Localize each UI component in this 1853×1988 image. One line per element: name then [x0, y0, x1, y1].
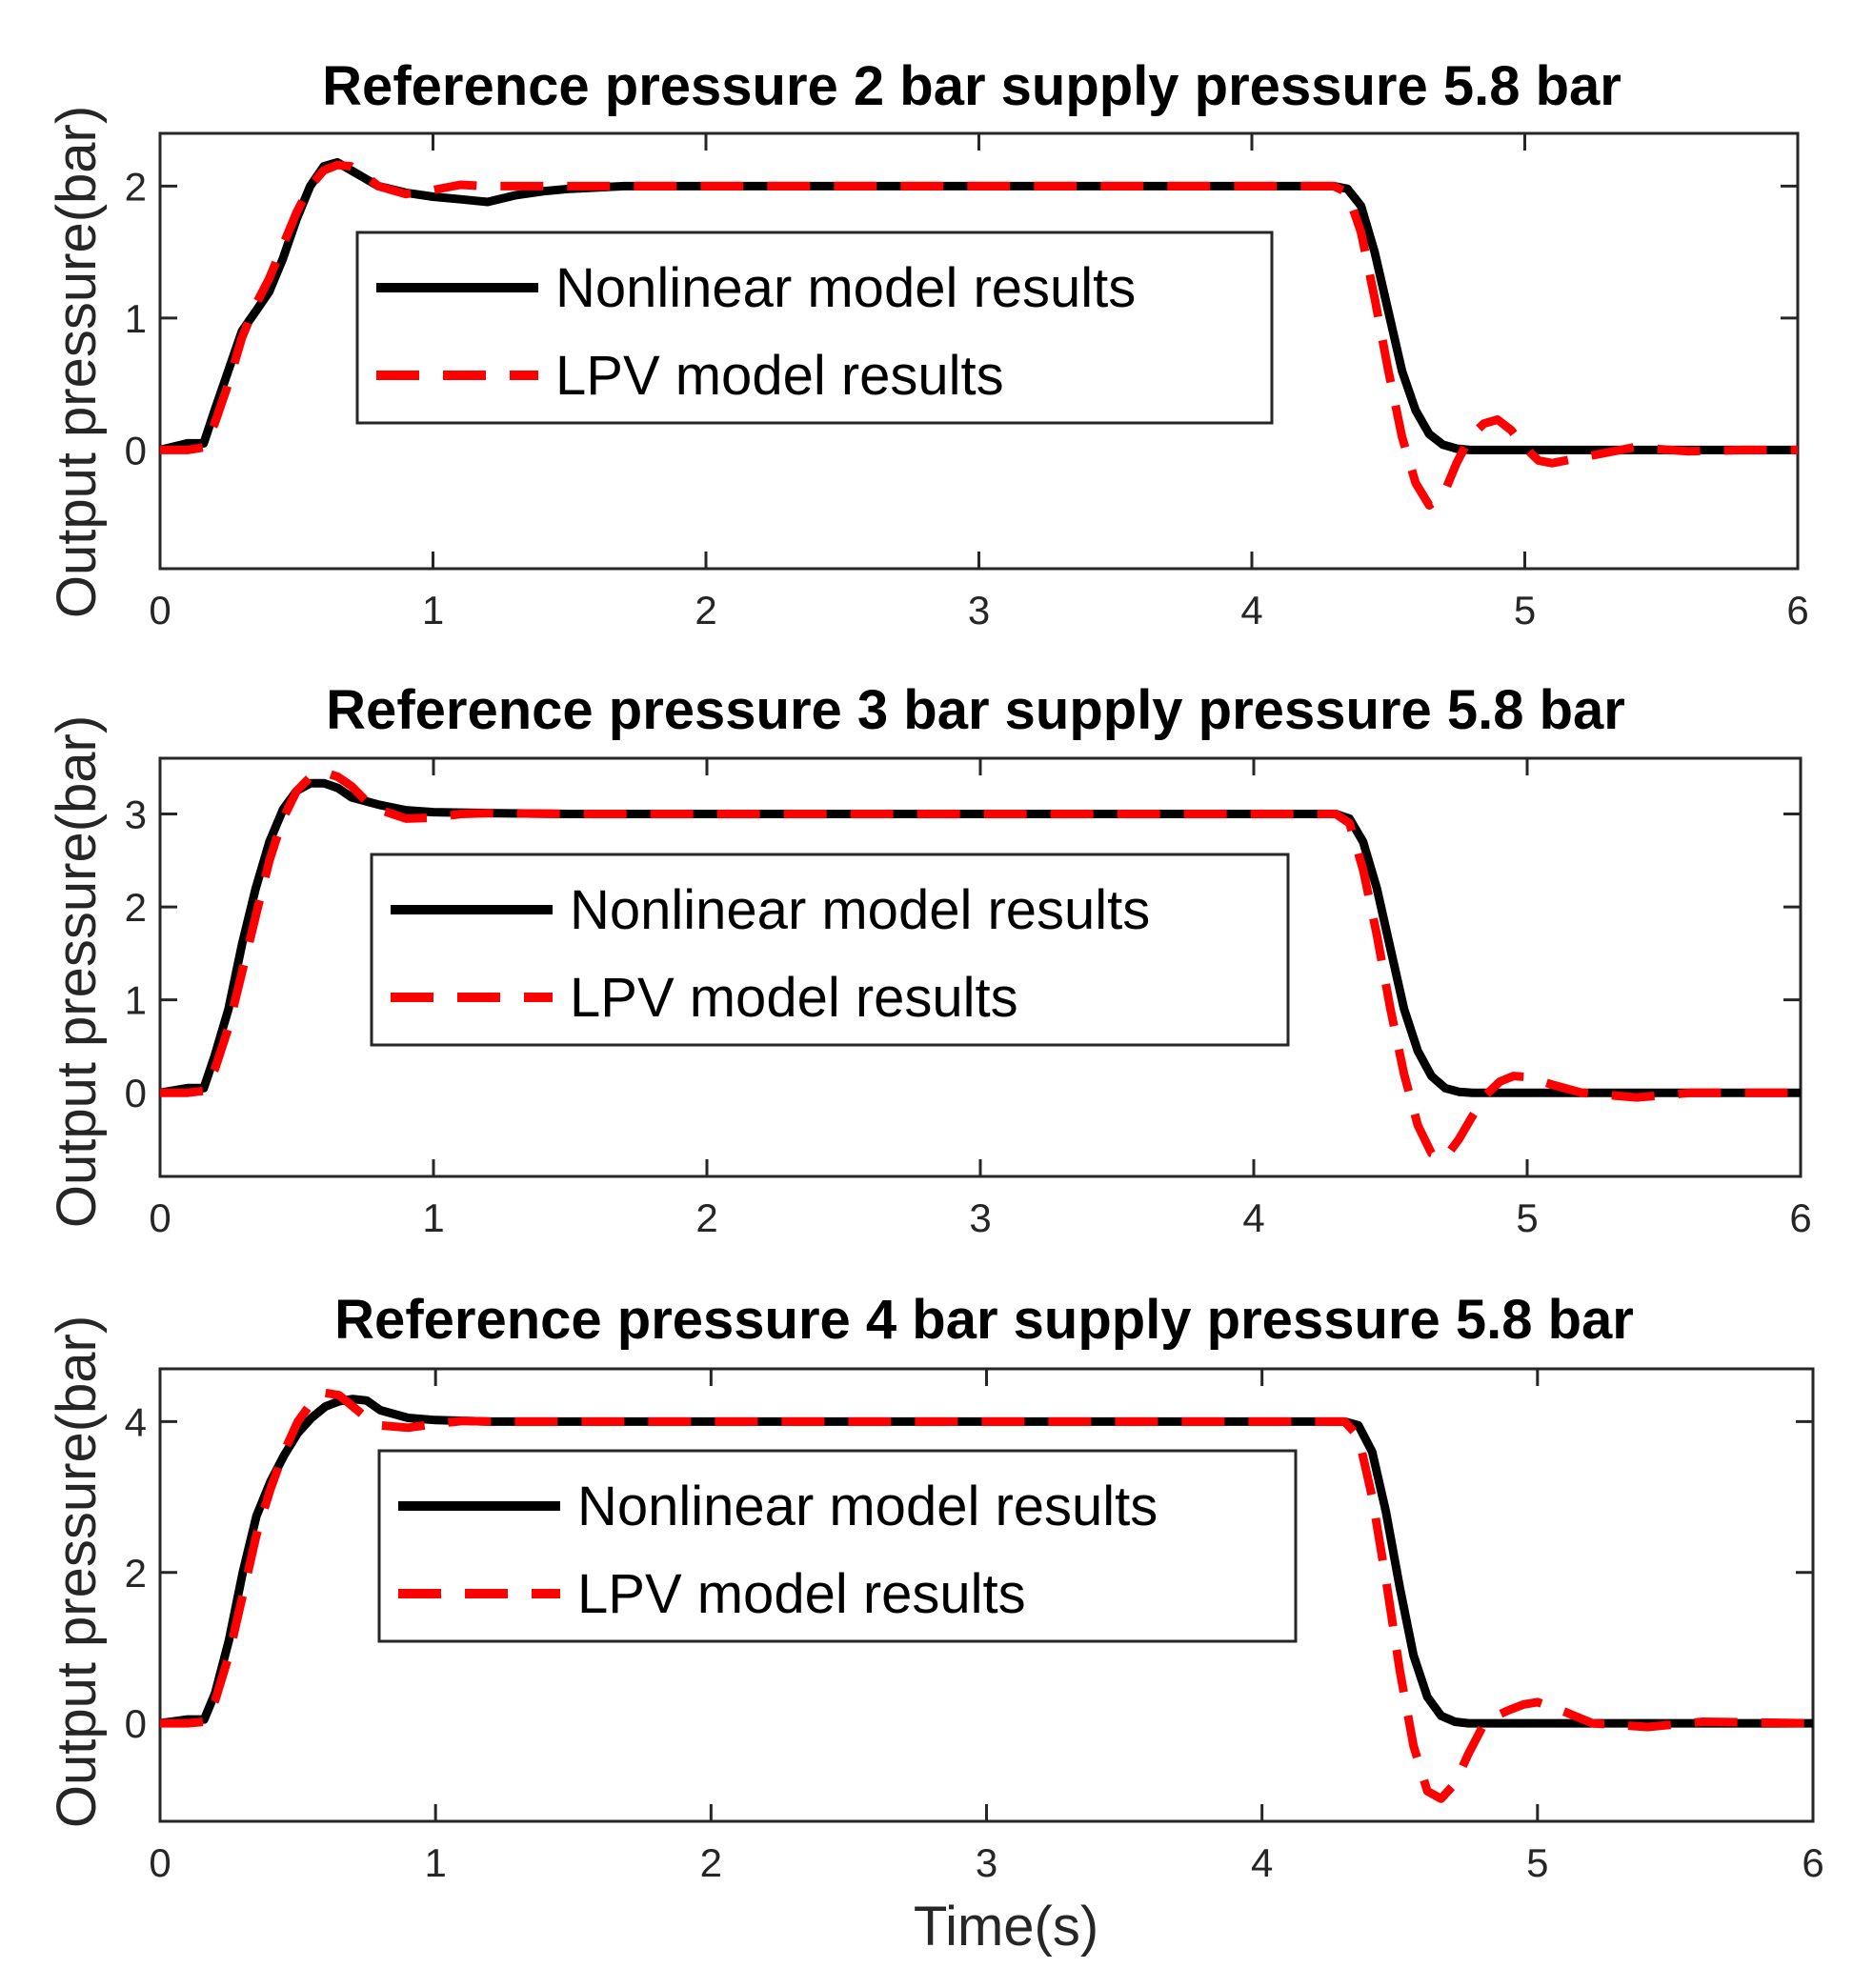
panel-2-xtick-label: 3 — [969, 1195, 991, 1240]
panel-3-legend-label-lpv: LPV model results — [577, 1563, 1026, 1625]
panel-2-legend: Nonlinear model results LPV model results — [370, 853, 1290, 1047]
panel-2-ytick-label: 2 — [125, 885, 147, 930]
panel-2-xtick-label: 2 — [695, 1195, 717, 1240]
panel-1: Reference pressure 2 bar supply pressure… — [46, 55, 1809, 633]
panel-1-xtick-label: 1 — [422, 588, 444, 633]
panel-3-xtick-label: 3 — [976, 1840, 997, 1885]
panel-1-ylabel: Output pressure(bar) — [46, 106, 108, 618]
panel-2-ylabel: Output pressure(bar) — [46, 715, 108, 1228]
panel-2-ytick-label: 0 — [125, 1071, 147, 1115]
panel-3-xtick-label: 1 — [424, 1840, 446, 1885]
panel-2-series-lpv-line — [160, 768, 1801, 1162]
panel-1-legend: Nonlinear model results LPV model results — [355, 231, 1274, 425]
panel-3-xlabel: Time(s) — [914, 1896, 1098, 1958]
panel-3-xtick-label: 4 — [1251, 1840, 1273, 1885]
panel-1-xtick-label: 0 — [149, 588, 171, 633]
panel-3: Reference pressure 4 bar supply pressure… — [46, 1289, 1824, 1958]
panel-3-xtick-label: 0 — [149, 1840, 171, 1885]
panel-2: Reference pressure 3 bar supply pressure… — [46, 679, 1812, 1240]
panel-3-series-lpv-line — [160, 1388, 1813, 1803]
panel-2-xtick-label: 4 — [1242, 1195, 1264, 1240]
panel-3-xtick-label: 5 — [1526, 1840, 1548, 1885]
panel-3-legend-box — [377, 1449, 1298, 1643]
panel-1-ytick-label: 2 — [125, 164, 147, 209]
panel-1-legend-label-nonlinear: Nonlinear model results — [555, 257, 1136, 319]
panel-3-ytick-label: 2 — [125, 1551, 147, 1596]
panel-2-ytick-label: 1 — [125, 978, 147, 1023]
panel-1-xtick-label: 4 — [1240, 588, 1262, 633]
panel-1-xtick-label: 5 — [1514, 588, 1536, 633]
panel-3-ytick-label: 4 — [125, 1399, 147, 1444]
panel-1-ytick-label: 1 — [125, 296, 147, 341]
panel-2-xtick-label: 6 — [1789, 1195, 1811, 1240]
panel-3-ylabel: Output pressure(bar) — [46, 1315, 108, 1828]
panel-1-xtick-label: 2 — [695, 588, 716, 633]
panel-1-legend-label-lpv: LPV model results — [555, 345, 1004, 407]
panel-1-series-lpv-line — [160, 160, 1798, 510]
panel-1-xtick-label: 3 — [968, 588, 990, 633]
panel-3-ytick-label: 0 — [125, 1701, 147, 1746]
panel-1-title: Reference pressure 2 bar supply pressure… — [322, 55, 1621, 117]
panel-3-xtick-label: 6 — [1802, 1840, 1823, 1885]
panel-2-xtick-label: 1 — [422, 1195, 444, 1240]
panel-1-legend-box — [355, 231, 1274, 425]
panel-1-ytick-label: 0 — [125, 428, 147, 472]
panel-1-xtick-label: 6 — [1786, 588, 1808, 633]
panel-3-title: Reference pressure 4 bar supply pressure… — [334, 1289, 1634, 1351]
panel-2-xtick-label: 0 — [149, 1195, 171, 1240]
panel-2-legend-label-nonlinear: Nonlinear model results — [570, 879, 1150, 941]
panel-2-title: Reference pressure 3 bar supply pressure… — [326, 679, 1625, 741]
panel-2-legend-box — [370, 853, 1290, 1047]
panel-3-legend-label-nonlinear: Nonlinear model results — [577, 1476, 1158, 1537]
panel-3-xtick-label: 2 — [700, 1840, 722, 1885]
panel-2-ytick-label: 3 — [125, 793, 147, 837]
panel-1-series-nonlinear-line — [160, 158, 1798, 454]
panel-2-xtick-label: 5 — [1516, 1195, 1538, 1240]
panel-3-legend: Nonlinear model results LPV model results — [377, 1449, 1298, 1643]
panel-2-legend-label-lpv: LPV model results — [570, 967, 1018, 1029]
